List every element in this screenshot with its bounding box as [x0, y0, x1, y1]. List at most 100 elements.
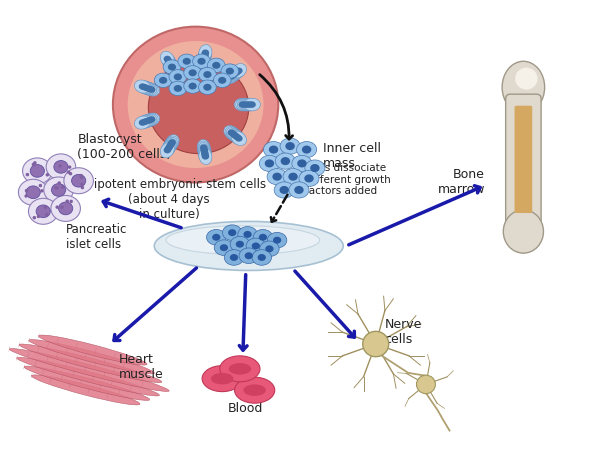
Circle shape — [50, 188, 54, 191]
Ellipse shape — [165, 58, 178, 73]
Ellipse shape — [265, 245, 274, 252]
Ellipse shape — [142, 84, 149, 91]
Ellipse shape — [168, 140, 175, 147]
Ellipse shape — [234, 69, 242, 75]
Circle shape — [60, 205, 64, 208]
Ellipse shape — [231, 63, 246, 78]
Circle shape — [47, 206, 51, 209]
Ellipse shape — [198, 147, 212, 163]
Ellipse shape — [229, 65, 244, 80]
Ellipse shape — [203, 84, 211, 91]
Ellipse shape — [212, 234, 220, 241]
Ellipse shape — [230, 131, 245, 144]
Ellipse shape — [231, 70, 239, 77]
Ellipse shape — [198, 46, 212, 62]
Ellipse shape — [143, 83, 160, 96]
Ellipse shape — [226, 68, 242, 81]
Ellipse shape — [52, 184, 66, 196]
Ellipse shape — [137, 115, 153, 128]
Ellipse shape — [182, 58, 191, 65]
Ellipse shape — [235, 135, 243, 142]
Ellipse shape — [249, 101, 256, 108]
Ellipse shape — [302, 145, 311, 154]
Ellipse shape — [113, 27, 278, 182]
Ellipse shape — [228, 73, 235, 80]
Ellipse shape — [229, 131, 236, 137]
Circle shape — [60, 203, 64, 206]
Ellipse shape — [128, 41, 263, 168]
Circle shape — [33, 208, 36, 211]
Text: Inner cell
mass: Inner cell mass — [323, 142, 381, 170]
Ellipse shape — [228, 229, 236, 236]
Circle shape — [62, 187, 66, 190]
Ellipse shape — [274, 182, 294, 198]
Circle shape — [26, 169, 30, 172]
Ellipse shape — [163, 56, 178, 72]
Ellipse shape — [252, 250, 272, 265]
Ellipse shape — [225, 126, 240, 141]
Ellipse shape — [230, 254, 238, 261]
FancyBboxPatch shape — [506, 94, 541, 225]
Circle shape — [66, 213, 69, 216]
Ellipse shape — [243, 384, 266, 396]
Ellipse shape — [198, 48, 211, 63]
Ellipse shape — [239, 101, 246, 108]
Ellipse shape — [197, 139, 210, 156]
Ellipse shape — [253, 230, 273, 245]
Ellipse shape — [234, 98, 250, 111]
Ellipse shape — [220, 356, 260, 382]
Ellipse shape — [198, 141, 211, 157]
Ellipse shape — [148, 87, 155, 93]
Ellipse shape — [26, 186, 40, 199]
Ellipse shape — [224, 69, 239, 84]
Ellipse shape — [275, 153, 295, 169]
Ellipse shape — [269, 145, 278, 154]
Ellipse shape — [237, 98, 254, 111]
Ellipse shape — [200, 58, 207, 65]
Ellipse shape — [169, 81, 186, 96]
Ellipse shape — [285, 142, 295, 150]
Ellipse shape — [233, 69, 240, 76]
Ellipse shape — [167, 61, 174, 67]
Ellipse shape — [201, 56, 208, 62]
Circle shape — [417, 375, 435, 394]
Ellipse shape — [229, 129, 244, 144]
Ellipse shape — [235, 68, 243, 74]
Ellipse shape — [143, 85, 151, 91]
Ellipse shape — [168, 63, 175, 69]
Ellipse shape — [252, 243, 260, 250]
Circle shape — [40, 215, 43, 218]
Ellipse shape — [227, 128, 243, 143]
Ellipse shape — [169, 139, 176, 145]
Ellipse shape — [260, 241, 279, 257]
Ellipse shape — [184, 79, 201, 94]
Ellipse shape — [297, 159, 307, 168]
Ellipse shape — [201, 147, 208, 154]
Ellipse shape — [165, 146, 172, 152]
Ellipse shape — [231, 131, 246, 145]
Ellipse shape — [294, 186, 304, 194]
Ellipse shape — [169, 63, 176, 70]
Ellipse shape — [198, 52, 211, 68]
Ellipse shape — [201, 52, 208, 59]
Ellipse shape — [145, 117, 152, 124]
Ellipse shape — [163, 55, 177, 70]
Ellipse shape — [140, 119, 148, 125]
Ellipse shape — [167, 142, 174, 148]
Ellipse shape — [236, 241, 244, 248]
Ellipse shape — [201, 150, 208, 156]
Ellipse shape — [160, 51, 174, 67]
Circle shape — [54, 193, 57, 196]
Ellipse shape — [234, 134, 242, 141]
Ellipse shape — [503, 210, 543, 253]
Circle shape — [363, 332, 389, 357]
Ellipse shape — [229, 363, 251, 375]
Ellipse shape — [201, 51, 209, 57]
Ellipse shape — [207, 58, 225, 73]
Text: Pluripotent embryonic stem cells
(about 4 days
in culture): Pluripotent embryonic stem cells (about … — [72, 178, 266, 221]
Ellipse shape — [214, 240, 234, 256]
Circle shape — [66, 208, 70, 212]
Ellipse shape — [221, 64, 239, 78]
Ellipse shape — [29, 339, 155, 374]
Ellipse shape — [280, 138, 300, 154]
